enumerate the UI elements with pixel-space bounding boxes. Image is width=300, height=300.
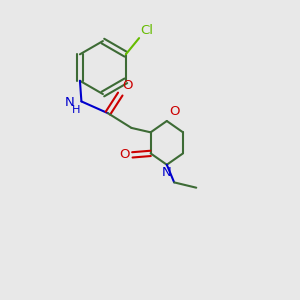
Text: Cl: Cl (141, 24, 154, 37)
Text: O: O (169, 105, 180, 118)
Text: H: H (71, 105, 80, 115)
Text: N: N (162, 166, 172, 179)
Text: O: O (119, 148, 130, 161)
Text: N: N (64, 96, 74, 110)
Text: O: O (122, 79, 132, 92)
